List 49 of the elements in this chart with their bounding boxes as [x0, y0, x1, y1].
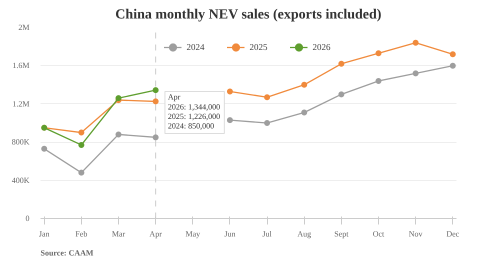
point	[338, 91, 344, 98]
x-tick-label: Dec	[446, 230, 460, 238]
point	[152, 134, 159, 140]
y-tick-label: 2M	[18, 23, 30, 32]
x-tick-label: Apr	[149, 230, 162, 238]
point	[41, 146, 48, 152]
x-tick-label: Aug	[297, 230, 312, 238]
point	[338, 60, 344, 67]
point	[412, 70, 419, 76]
x-tick-label: Jun	[224, 230, 236, 238]
annotation: Apr	[168, 92, 181, 102]
legend-label: 2025	[250, 42, 268, 52]
x-tick-label: Feb	[75, 230, 88, 238]
y-tick-label: 400K	[12, 176, 30, 185]
y-tick-label: 1.6M	[12, 61, 30, 70]
point	[78, 130, 84, 136]
y-tick-label: 800K	[12, 138, 30, 147]
x-tick-label: Jan	[38, 230, 50, 238]
chart-title: China monthly NEV sales (exports included)	[115, 8, 382, 22]
legend-label: 2024	[186, 42, 206, 52]
point	[301, 82, 308, 88]
annotation: 2025: 1,226,000	[168, 112, 220, 121]
point	[152, 87, 159, 94]
x-tick-label: Oct	[372, 230, 386, 238]
point	[301, 110, 308, 116]
x-tick-label: Sept	[334, 230, 350, 238]
x-tick-label: May	[185, 230, 200, 238]
x-tick-label: Mar	[112, 230, 126, 238]
point	[78, 142, 84, 148]
point	[152, 98, 159, 104]
point	[78, 170, 84, 176]
point	[412, 40, 419, 46]
y-tick-label: 0	[26, 214, 30, 223]
point	[226, 88, 233, 94]
point	[376, 50, 382, 56]
point	[116, 131, 122, 138]
point	[376, 78, 382, 84]
source-note: Source: CAAM	[40, 248, 94, 258]
annotation: 2026: 1,344,000	[168, 102, 220, 112]
legend-label: 2026	[312, 42, 332, 52]
annotation: 2024: 850,000	[168, 121, 214, 130]
point	[450, 62, 456, 69]
point	[264, 94, 270, 100]
point	[226, 117, 233, 124]
x-tick-label: Jul	[262, 230, 273, 238]
y-tick-label: 1.2M	[12, 99, 30, 108]
x-tick-label: Nov	[408, 230, 423, 238]
point	[264, 120, 270, 126]
point	[450, 51, 456, 58]
